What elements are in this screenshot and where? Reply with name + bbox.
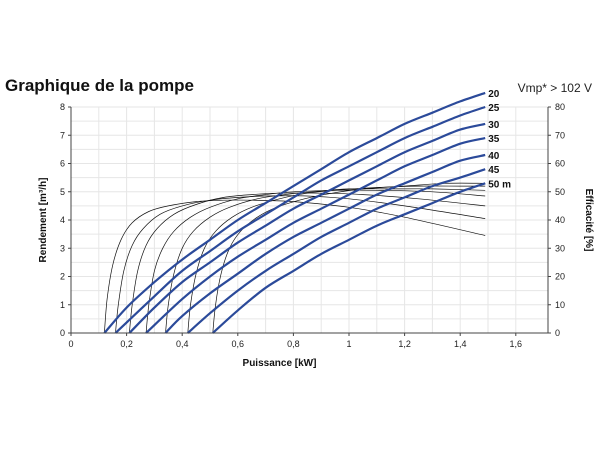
efficiency-curve-30 <box>129 192 486 334</box>
flow-curve-20 <box>103 91 486 334</box>
x-axis-label: Puissance [kW] <box>243 358 317 369</box>
y-tick-label: 0 <box>60 328 65 338</box>
head-label: 30 <box>488 120 500 131</box>
y-axis-label: Rendement [m³/h] <box>38 178 49 263</box>
chart-title: Graphique de la pompe <box>5 76 194 95</box>
y-tick-label: 3 <box>60 243 65 253</box>
x-tick-label: 1,6 <box>510 339 523 349</box>
flow-curve-25 <box>114 105 486 334</box>
y2-tick-label: 80 <box>555 102 565 112</box>
y-tick-label: 5 <box>60 187 65 197</box>
flow-curve-50m <box>212 182 486 334</box>
head-labels: 20 25 30 35 40 45 50 m <box>488 89 511 190</box>
axes <box>68 106 551 336</box>
y-tick-label: 4 <box>60 215 65 225</box>
chart-subtitle: Vmp* > 102 V <box>517 81 592 95</box>
efficiency-curve-20 <box>104 199 486 334</box>
head-label: 35 <box>488 134 500 145</box>
y2-tick-label: 30 <box>555 243 565 253</box>
efficiency-curve-35 <box>145 189 486 334</box>
y2-tick-label: 70 <box>555 130 565 140</box>
y2-tick-label: 0 <box>555 328 560 338</box>
head-label: 20 <box>488 89 500 100</box>
x-tick-label: 1 <box>346 339 351 349</box>
y-tick-label: 7 <box>60 130 65 140</box>
flow-curve-35 <box>145 137 486 334</box>
y-tick-label: 8 <box>60 102 65 112</box>
y-tick-label: 6 <box>60 159 65 169</box>
x-tick-label: 0,2 <box>120 339 133 349</box>
x-tick-label: 1,2 <box>398 339 411 349</box>
flow-curve-45 <box>187 168 486 334</box>
y2-tick-label: 20 <box>555 272 565 282</box>
x-tick-label: 0,8 <box>287 339 300 349</box>
flow-curves <box>103 91 486 334</box>
head-label: 45 <box>488 165 500 176</box>
flow-curve-30 <box>128 122 486 334</box>
y-tick-label: 1 <box>60 300 65 310</box>
head-label: 40 <box>488 151 500 162</box>
flow-curve-40 <box>164 153 486 334</box>
y2-tick-label: 50 <box>555 187 565 197</box>
head-label: 25 <box>488 103 500 114</box>
x-tick-label: 1,4 <box>454 339 467 349</box>
y2-tick-label: 60 <box>555 159 565 169</box>
x-tick-label: 0,4 <box>176 339 189 349</box>
x-tick-label: 0 <box>68 339 73 349</box>
y2-axis-label: Efficacité [%] <box>583 189 594 252</box>
x-tick-label: 0,6 <box>232 339 245 349</box>
efficiency-curve-40 <box>165 188 486 334</box>
y2-tick-label: 40 <box>555 215 565 225</box>
y2-tick-label: 10 <box>555 300 565 310</box>
y-tick-label: 2 <box>60 272 65 282</box>
tick-labels: 0 0,2 0,4 0,6 0,8 1 1,2 1,4 1,601234567801020304… <box>60 102 565 349</box>
efficiency-curve-25 <box>115 195 486 334</box>
head-label: 50 m <box>488 179 511 190</box>
